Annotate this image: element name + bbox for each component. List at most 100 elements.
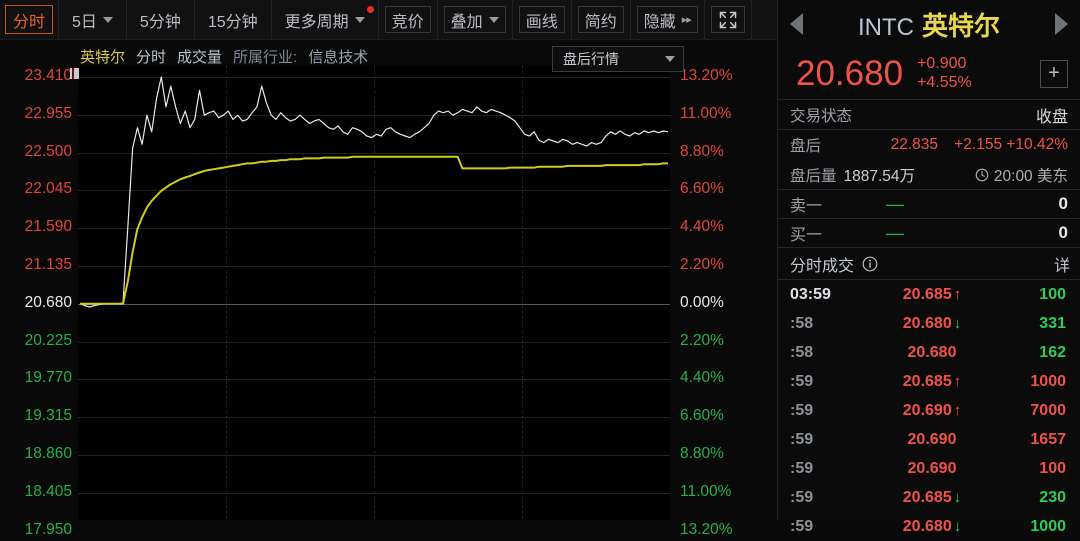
- info-icon[interactable]: [862, 256, 878, 272]
- tick-price-value: 20.685: [902, 285, 952, 303]
- tick-time: :59: [790, 459, 814, 477]
- percent-tick-12: 13.20%: [680, 520, 733, 538]
- tick-row[interactable]: :58 20.680 ↓ 331: [778, 309, 1080, 338]
- tick-list[interactable]: 03:59 20.685 ↑ 100:58 20.680 ↓ 331:58 20.680 162…: [778, 280, 1080, 541]
- chevron-down-icon: [665, 56, 675, 62]
- vertical-gridline-2: [522, 66, 523, 520]
- tick-row[interactable]: 03:59 20.685 ↑ 100: [778, 280, 1080, 309]
- bid-row: 买一 — 0: [778, 219, 1080, 248]
- ask-label: 卖一: [790, 198, 823, 215]
- next-stock-arrow-icon[interactable]: [1054, 13, 1068, 35]
- toolbar-button-label: 15分钟: [207, 13, 258, 31]
- ask-quantity: 0: [1058, 194, 1068, 213]
- percent-tick-6: 0.00%: [680, 293, 724, 311]
- chevron-down-icon: [354, 16, 365, 23]
- tick-row[interactable]: :59 20.680 ↓ 1000: [778, 512, 1080, 541]
- toolbar-button-label: 简约: [584, 13, 617, 31]
- percent-tick-5: 2.20%: [680, 256, 724, 273]
- tick-price: 20.680 ↓: [864, 315, 1000, 333]
- tick-row[interactable]: :58 20.680 162: [778, 338, 1080, 367]
- fullscreen-button[interactable]: [705, 0, 752, 39]
- legend-period[interactable]: 分时: [136, 49, 167, 66]
- high-price-marker: [70, 68, 79, 79]
- tick-price: 20.685 ↑: [864, 373, 1000, 391]
- tick-volume: 100: [1039, 285, 1066, 303]
- price-tick-0: 23.410: [24, 67, 72, 84]
- tick-price: 20.685 ↑: [864, 286, 1000, 304]
- trade-status-value: 收盘: [1035, 108, 1068, 126]
- price-plot[interactable]: [78, 66, 670, 520]
- chart-pane: 分时 5日 5分钟 15分钟 更多周期 竞价 叠加 画线 简约 隐藏 ▸▸ 英特尔 分时 成交量 所…: [0, 0, 777, 538]
- add-to-watchlist-button[interactable]: +: [1040, 59, 1068, 88]
- toolbar-button-4[interactable]: 更多周期: [272, 0, 379, 39]
- tick-volume: 1000: [1030, 517, 1066, 535]
- session-select[interactable]: 盘后行情: [552, 46, 684, 72]
- tick-price: 20.690 ↑: [864, 402, 1000, 420]
- toolbar-button-label: 叠加: [450, 13, 483, 31]
- arrow-up-icon: ↑: [953, 286, 962, 303]
- toolbar-button-1[interactable]: 5日: [59, 0, 127, 39]
- legend-volume[interactable]: 成交量: [177, 49, 223, 66]
- percent-tick-10: 8.80%: [680, 445, 724, 462]
- symbol-nav: INTC 英特尔: [778, 0, 1080, 48]
- toolbar-button-9[interactable]: 隐藏 ▸▸: [631, 0, 705, 39]
- toolbar-button-2[interactable]: 5分钟: [127, 0, 195, 39]
- toolbar-button-6[interactable]: 叠加: [438, 0, 513, 39]
- toolbar-button-label: 5分钟: [139, 13, 181, 31]
- afterhours-volume-row: 盘后量 1887.54万 20:00 美东: [778, 160, 1080, 190]
- tick-price-value: 20.680: [902, 517, 952, 535]
- tick-price: 20.680: [864, 344, 1000, 362]
- chart-legend: 英特尔 分时 成交量 所属行业: 信息技术: [80, 46, 368, 67]
- clock-icon: [975, 168, 989, 181]
- ticks-header: 分时成交 详: [778, 248, 1080, 280]
- bid-label: 买一: [790, 227, 823, 244]
- tick-volume: 7000: [1030, 401, 1066, 419]
- toolbar-button-3[interactable]: 15分钟: [195, 0, 272, 39]
- tick-price: 20.690: [864, 460, 1000, 478]
- percent-tick-9: 6.60%: [680, 407, 724, 425]
- toolbar-button-7[interactable]: 画线: [513, 0, 572, 39]
- price-tick-9: 19.315: [24, 407, 72, 425]
- symbol-name: 英特尔: [921, 10, 1000, 41]
- afterhours-price-row: 盘后 22.835 +2.155 +10.42%: [778, 130, 1080, 160]
- symbol-title: INTC 英特尔: [858, 6, 1000, 43]
- afterhours-volume-value: 1887.54万: [843, 167, 916, 185]
- tick-volume: 100: [1039, 459, 1066, 477]
- price-tick-1: 22.955: [24, 104, 72, 122]
- tick-row[interactable]: :59 20.690 100: [778, 454, 1080, 483]
- toolbar-button-5[interactable]: 竞价: [379, 0, 438, 39]
- tick-row[interactable]: :59 20.685 ↓ 230: [778, 483, 1080, 512]
- price-change-pct: +4.55%: [917, 73, 972, 91]
- arrow-down-icon: ↓: [953, 518, 962, 535]
- price-tick-5: 21.135: [24, 256, 72, 273]
- tick-volume: 162: [1039, 343, 1066, 361]
- quote-panel: INTC 英特尔 20.680 +0.900 +4.55% + 交易状态 收盘 …: [777, 0, 1080, 535]
- price-tick-4: 21.590: [24, 218, 72, 236]
- price-change: +0.900: [917, 54, 967, 72]
- tick-time: :58: [790, 314, 814, 332]
- vertical-gridline-0: [226, 66, 227, 520]
- tick-row[interactable]: :59 20.685 ↑ 1000: [778, 367, 1080, 396]
- price-tick-7: 20.225: [24, 331, 72, 349]
- series-line-均价: [80, 155, 668, 305]
- toolbar-button-label: 竞价: [391, 13, 424, 31]
- tick-time: :58: [790, 343, 814, 361]
- toolbar-button-label: 5日: [72, 13, 97, 31]
- ticks-detail-button[interactable]: 详: [1053, 257, 1070, 275]
- legend-sector-value[interactable]: 信息技术: [308, 49, 369, 66]
- prev-stock-arrow-icon[interactable]: [790, 13, 803, 35]
- chevron-down-icon: [102, 16, 113, 23]
- tick-time: :59: [790, 488, 814, 506]
- toolbar-button-8[interactable]: 简约: [572, 0, 631, 39]
- percent-tick-11: 11.00%: [680, 482, 732, 500]
- tick-row[interactable]: :59 20.690 ↑ 7000: [778, 396, 1080, 425]
- new-badge-dot: [366, 6, 374, 13]
- symbol-code: INTC: [857, 13, 914, 41]
- legend-stock-name: 英特尔: [80, 49, 126, 66]
- price-tick-11: 18.405: [24, 482, 72, 500]
- tick-row[interactable]: :59 20.690 1657: [778, 425, 1080, 454]
- afterhours-change-pct: +10.42%: [1006, 136, 1068, 153]
- toolbar-button-0[interactable]: 分时: [0, 0, 60, 39]
- tick-time: :59: [790, 430, 814, 448]
- toolbar-button-label: 画线: [525, 13, 558, 31]
